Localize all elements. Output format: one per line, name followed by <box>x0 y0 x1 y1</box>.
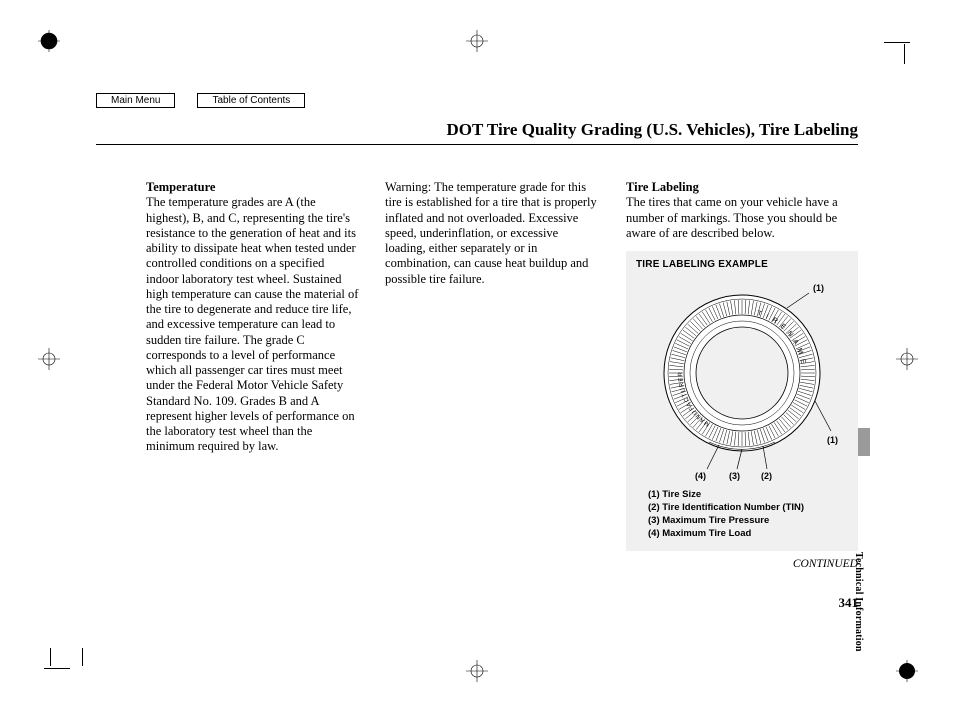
content-columns: Temperature The temperature grades are A… <box>146 180 858 551</box>
legend-4: (4) Maximum Tire Load <box>648 528 848 541</box>
body-warning: Warning: The temperature grade for this … <box>385 180 597 286</box>
toc-button[interactable]: Table of Contents <box>197 93 305 108</box>
callout-4: (4) <box>695 471 706 481</box>
page: Main Menu Table of Contents DOT Tire Qua… <box>0 0 954 710</box>
legend-3: (3) Maximum Tire Pressure <box>648 515 848 528</box>
legend-2: (2) Tire Identification Number (TIN) <box>648 502 848 515</box>
body-tire-labeling: The tires that came on your vehicle have… <box>626 195 838 240</box>
page-title: DOT Tire Quality Grading (U.S. Vehicles)… <box>446 120 858 140</box>
registration-mark-icon <box>466 30 488 52</box>
registration-mark-icon <box>38 348 60 370</box>
registration-mark-icon <box>896 660 918 682</box>
callout-2: (2) <box>761 471 772 481</box>
callout-3: (3) <box>729 471 740 481</box>
legend-1: (1) Tire Size <box>648 489 848 502</box>
callout-1b: (1) <box>827 435 838 445</box>
column-warning: Warning: The temperature grade for this … <box>385 180 600 551</box>
continued-label: CONTINUED <box>793 558 858 570</box>
tire-diagram: T I R E N A M E MANUFACTURER (1) (1) <box>636 273 848 483</box>
callout-1a: (1) <box>813 283 824 293</box>
side-tab-marker <box>858 428 870 456</box>
crop-mark-icon <box>62 648 102 688</box>
main-menu-button[interactable]: Main Menu <box>96 93 175 108</box>
registration-mark-icon <box>896 348 918 370</box>
tire-box-title: TIRE LABELING EXAMPLE <box>636 259 848 271</box>
registration-mark-icon <box>466 660 488 682</box>
registration-mark-icon <box>38 30 60 52</box>
side-tab-label: Technical Information <box>853 552 864 652</box>
nav-bar: Main Menu Table of Contents <box>96 93 305 108</box>
heading-temperature: Temperature <box>146 180 215 194</box>
tire-legend: (1) Tire Size (2) Tire Identification Nu… <box>648 489 848 540</box>
column-tire-labeling: Tire Labeling The tires that came on you… <box>626 180 858 551</box>
crop-mark-icon <box>884 22 924 62</box>
tire-labeling-example-box: TIRE LABELING EXAMPLE <box>626 251 858 551</box>
title-rule <box>96 144 858 145</box>
heading-tire-labeling: Tire Labeling <box>626 180 699 194</box>
tire-sidewall-icon: T I R E N A M E MANUFACTURER (1) (1) <box>637 273 847 483</box>
column-temperature: Temperature The temperature grades are A… <box>146 180 359 551</box>
body-temperature: The temperature grades are A (the highes… <box>146 195 358 453</box>
